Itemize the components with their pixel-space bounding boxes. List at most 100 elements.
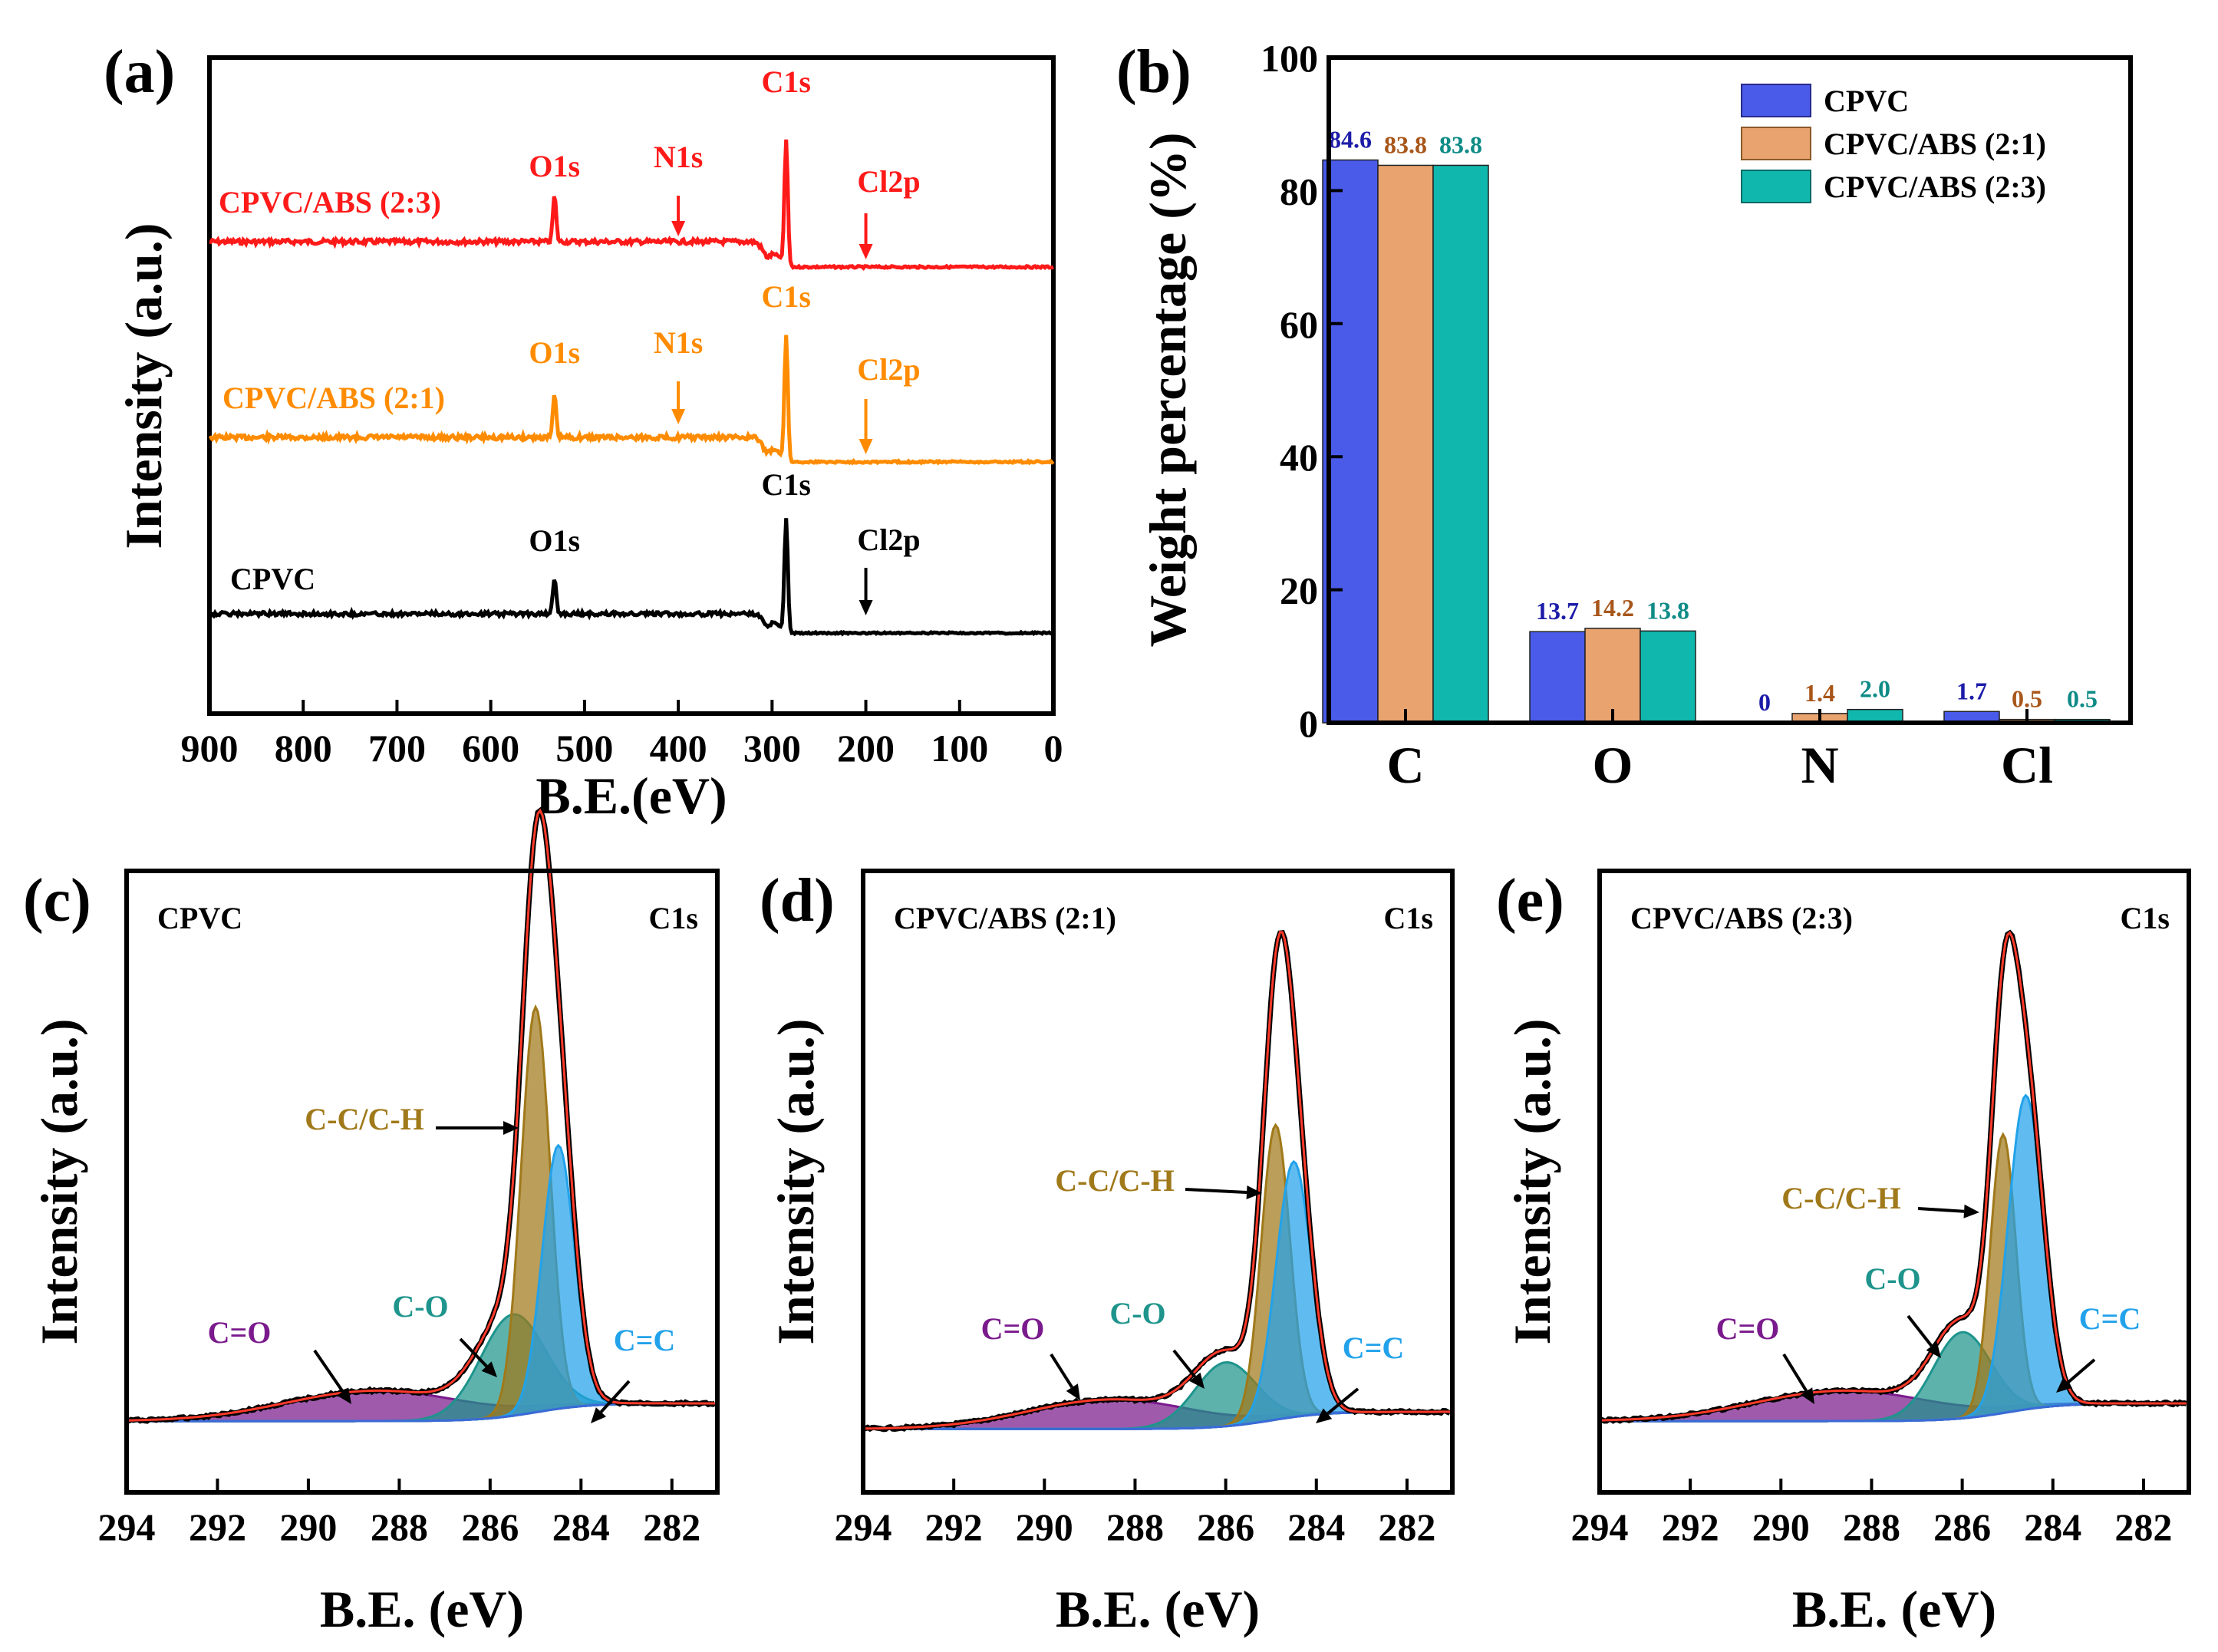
xtick-label: 292 (1662, 1505, 1719, 1548)
panel-a-curves (207, 139, 1055, 637)
legend-label-cpvc-abs-2-1: CPVC/ABS (2:1) (1824, 127, 2046, 161)
peak-arrow-cl2p-cpvc-abs-2-3-head (859, 244, 873, 259)
bar-cpvc-abs-2-1-c (1377, 164, 1434, 724)
annotation-arrow-c-c-d-head (1316, 1408, 1333, 1423)
panel-b-label: (b) (1116, 38, 1191, 106)
annotation-arrow-c-c-e (2056, 1358, 2096, 1393)
spectrum-cpvc-abs-2-1 (208, 335, 1055, 466)
data-label-cpvc-abs-2-1-cl: 0.5 (2012, 685, 2042, 713)
panel-c-title: CPVC (157, 901, 242, 935)
panel-e: (e) 294 292 290 288 286 284 282 B.E. (eV) Intensi… (1496, 867, 2191, 1638)
panel-e-region: C1s (2121, 901, 2170, 935)
xtick-label: 292 (189, 1505, 246, 1548)
xtick-label: 290 (1752, 1505, 1810, 1548)
annotation-arrow-c-o-c-head (337, 1387, 351, 1404)
panel-e-title: CPVC/ABS (2:3) (1630, 901, 1853, 935)
annotation-arrow-c-c-e-shaft (2066, 1358, 2096, 1384)
a-xtick-label: 500 (555, 727, 613, 770)
peak-label-o1s-cpvc: O1s (529, 523, 580, 558)
spectrum-cpvc (207, 518, 1055, 637)
annotation-arrow-c-c-c-h-c (436, 1121, 519, 1135)
annotation-c-o-c: C-O (392, 1289, 448, 1324)
annotation-arrow-c-o-c (459, 1337, 497, 1377)
bar-cpvc-o (1529, 631, 1586, 724)
peak-label-n1s-cpvc-abs-2-1: N1s (654, 325, 703, 360)
panel-b-frame (1327, 55, 2133, 725)
annotation-c-o-d: C-O (1109, 1296, 1165, 1331)
annotation-arrow-c-c-d-shaft (1327, 1387, 1359, 1415)
annotation-arrow-c-c-e-head (2056, 1377, 2073, 1393)
data-label-cpvc-abs-2-1-n: 1.4 (1804, 679, 1835, 707)
annotation-arrow-c-o-d (1050, 1353, 1080, 1400)
xtick-label: 286 (461, 1505, 519, 1548)
data-label-cpvc-o: 13.7 (1536, 597, 1579, 625)
annotation-arrow-c-o-d (1172, 1349, 1205, 1389)
annotation-arrow-c-o-c-head (481, 1361, 497, 1377)
annotation-arrow-c-o-d-shaft (1050, 1353, 1073, 1389)
a-xtick-label: 700 (368, 727, 426, 770)
peak-label-o1s-cpvc-abs-2-1: O1s (529, 335, 580, 370)
panel-a-xticks: 900 800 700 600 500 400 300 200 100 0 (181, 700, 1063, 770)
peak-label-c1s-cpvc: C1s (761, 467, 810, 502)
peak-arrow-cl2p-cpvc-head (859, 600, 873, 615)
xtick-label: 284 (2024, 1505, 2081, 1548)
peak-label-c1s-cpvc-abs-2-1: C1s (761, 279, 810, 314)
peak-label-cl2p-cpvc-abs-2-1: Cl2p (857, 352, 920, 387)
panel-e-ylabel: Intensity (a.u.) (1503, 1018, 1561, 1344)
panel-c-ylabel: Intensity (a.u.) (30, 1018, 88, 1344)
data-label-cpvc-cl: 1.7 (1956, 677, 1987, 704)
legend-swatch-cpvc-abs-2-3 (1741, 170, 1811, 203)
bar-cpvc-abs-2-1-o (1584, 628, 1641, 724)
component-c-c-e (1600, 1093, 2189, 1423)
fit-envelope-e (1600, 931, 2187, 1422)
peak-label-cl2p-cpvc: Cl2p (857, 523, 920, 557)
annotation-arrow-c-c-c-h-d-head (1246, 1185, 1262, 1199)
panel-e-xlabel: B.E. (eV) (1792, 1580, 1996, 1638)
a-xtick-label: 800 (275, 727, 332, 770)
xtick-label: 286 (1933, 1505, 1991, 1548)
panel-a-xlabel: B.E.(eV) (536, 767, 727, 825)
panel-c-label: (c) (23, 867, 91, 935)
xtick-label: 294 (1571, 1505, 1629, 1548)
annotation-c-o-e: C=O (1716, 1311, 1780, 1346)
annotation-c-c-c-h-e: C-C/C-H (1781, 1181, 1901, 1215)
panel-a: (a) 900 800 700 600 500 400 300 200 100 0 O1s N1s C… (104, 38, 1063, 825)
annotation-arrow-c-o-c-shaft (459, 1337, 488, 1367)
legend-label-cpvc-abs-2-3: CPVC/ABS (2:3) (1824, 170, 2046, 204)
series-label-cpvc-abs-2-3: CPVC/ABS (2:3) (219, 185, 441, 219)
panel-d-xlabel: B.E. (eV) (1056, 1580, 1260, 1638)
annotation-arrow-c-o-d-head (1066, 1383, 1080, 1400)
xtick-label: 288 (1843, 1505, 1900, 1548)
component-c-c-c-h-c (127, 1004, 717, 1423)
annotation-arrow-c-c-c-h-d-shaft (1185, 1188, 1247, 1194)
background-line-c (127, 1402, 714, 1423)
data-label-cpvc-abs-2-3-cl: 0.5 (2067, 685, 2098, 713)
b-ytick-label: 40 (1280, 436, 1318, 479)
b-ytick-label: 20 (1280, 569, 1318, 612)
xtick-label: 286 (1197, 1505, 1254, 1548)
annotation-arrow-c-o-e-head (1800, 1387, 1814, 1404)
a-xtick-label: 200 (837, 727, 895, 770)
panel-a-peak-labels: O1s N1s C1s Cl2p O1s N1s C1s Cl2p O1s C1s Cl2p (529, 64, 921, 615)
peak-arrow-cl2p-cpvc (859, 568, 873, 615)
component-c-c-c (127, 1143, 717, 1423)
peak-label-n1s-cpvc-abs-2-3: N1s (654, 140, 703, 174)
annotation-arrow-c-c-c-h-d (1185, 1185, 1262, 1199)
peak-arrow-cl2p-cpvc-abs-2-1-head (859, 439, 873, 454)
data-label-cpvc-abs-2-1-c: 83.8 (1384, 130, 1427, 158)
data-label-cpvc-abs-2-1-o: 14.2 (1591, 594, 1634, 622)
annotation-arrow-c-c-c-shaft (599, 1380, 631, 1413)
b-ytick-label: 100 (1261, 37, 1318, 80)
xtick-label: 294 (835, 1505, 892, 1548)
annotation-arrow-c-o-c (313, 1349, 351, 1404)
xtick-label: 292 (925, 1505, 983, 1548)
legend-swatch-cpvc (1741, 84, 1811, 117)
category-label-cl: Cl (2001, 736, 2053, 794)
fit-envelope-c (127, 808, 715, 1422)
data-label-cpvc-c: 84.6 (1329, 126, 1372, 153)
xtick-label: 282 (2114, 1505, 2172, 1548)
data-label-cpvc-abs-2-3-o: 13.8 (1646, 596, 1689, 624)
xtick-label: 288 (371, 1505, 428, 1548)
panel-b: (b) 84.6 13.7 0 1.7 83.8 14.2 1.4 0.5 83.8 13.8 2.… (1116, 37, 2133, 794)
peak-arrow-n1s-cpvc-abs-2-3-head (671, 221, 686, 236)
